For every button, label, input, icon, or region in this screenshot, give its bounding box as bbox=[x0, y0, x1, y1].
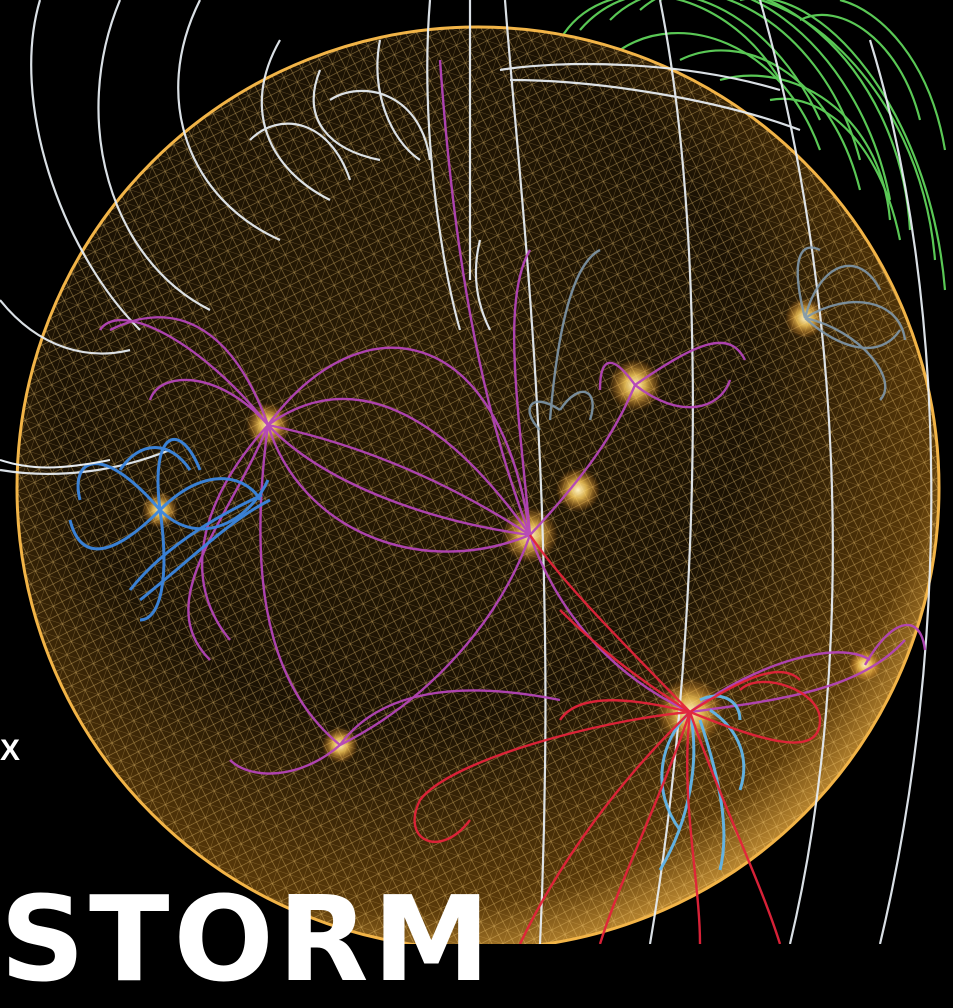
sun-globe bbox=[15, 25, 941, 944]
open-field-lines bbox=[0, 0, 933, 944]
red-field-lines bbox=[413, 534, 822, 944]
cropped-cover-letter: X bbox=[0, 734, 21, 767]
solar-magnetic-field-illustration bbox=[0, 0, 947, 944]
magenta-field-lines bbox=[99, 59, 927, 775]
blue-field-lines bbox=[68, 438, 271, 622]
green-field-lines bbox=[559, 0, 947, 291]
slate-field-lines bbox=[528, 246, 907, 431]
cover-headline: STORM bbox=[0, 870, 495, 1008]
left-edge-field-lines bbox=[0, 459, 111, 469]
